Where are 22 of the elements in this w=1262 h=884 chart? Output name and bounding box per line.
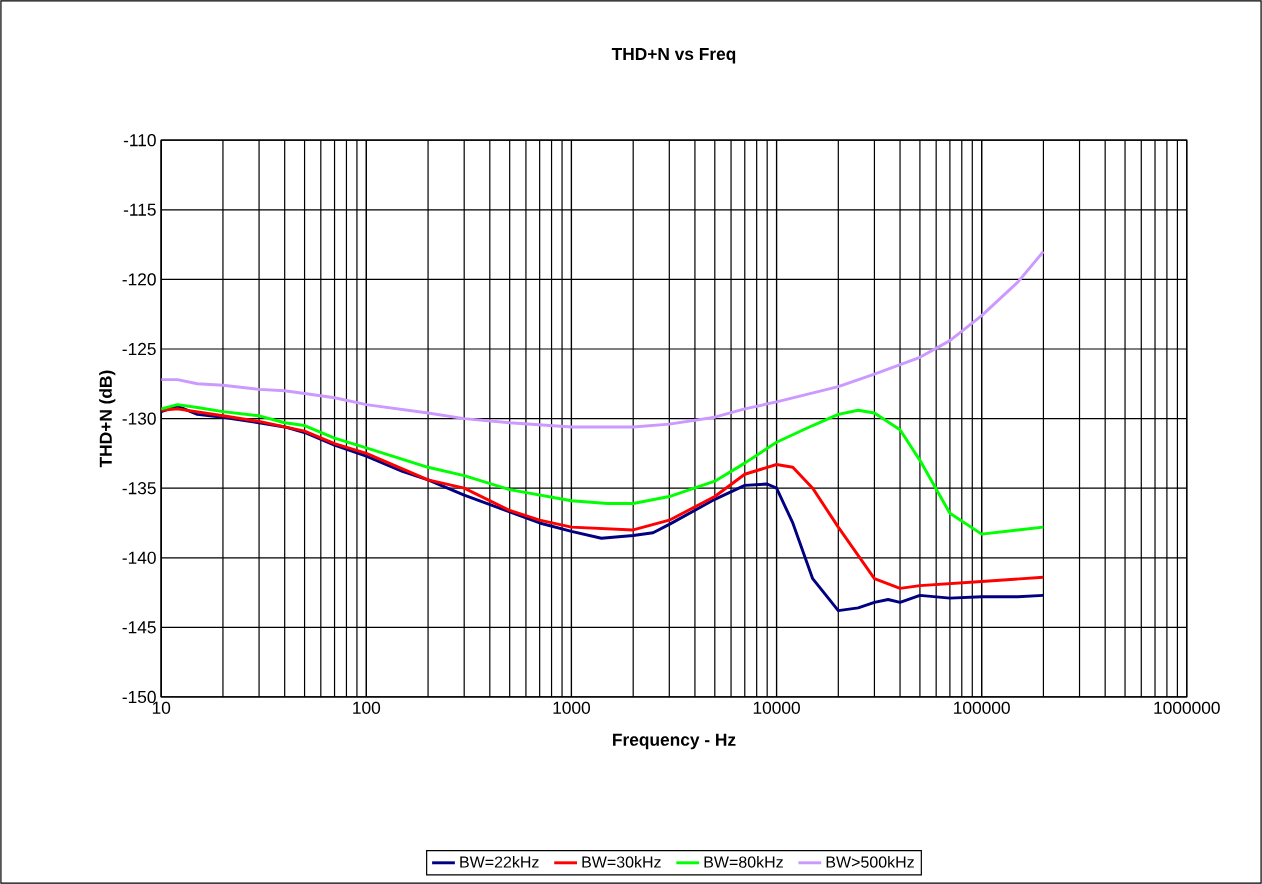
legend-label: BW=22kHz	[460, 855, 539, 868]
x-tick-label: 1000000	[1154, 701, 1220, 714]
x-tick-label: 1000	[553, 701, 591, 714]
y-axis-title: THD+N (dB)	[99, 370, 116, 468]
legend-label: BW>500kHz	[826, 855, 914, 868]
x-axis-title: Frequency - Hz	[613, 733, 736, 750]
x-tick-label: 10000	[753, 701, 800, 714]
y-tick-label: -120	[122, 273, 156, 286]
y-tick-label: -140	[122, 551, 156, 564]
y-tick-label: -135	[122, 481, 156, 495]
y-tick-label: -150	[122, 690, 156, 704]
x-tick-label: 100000	[954, 701, 1010, 714]
y-tick-label: -115	[123, 203, 156, 216]
legend-label: BW=80kHz	[704, 855, 783, 868]
chart-title: THD+N vs Freq	[611, 47, 736, 64]
y-tick-label: -145	[122, 621, 156, 634]
x-tick-label: 100	[353, 701, 381, 714]
legend-label: BW=30kHz	[582, 855, 661, 868]
y-tick-label: -130	[122, 412, 156, 425]
x-tick-label: 10	[152, 701, 171, 714]
y-tick-label: -110	[123, 133, 156, 147]
y-tick-label: -125	[122, 342, 156, 356]
